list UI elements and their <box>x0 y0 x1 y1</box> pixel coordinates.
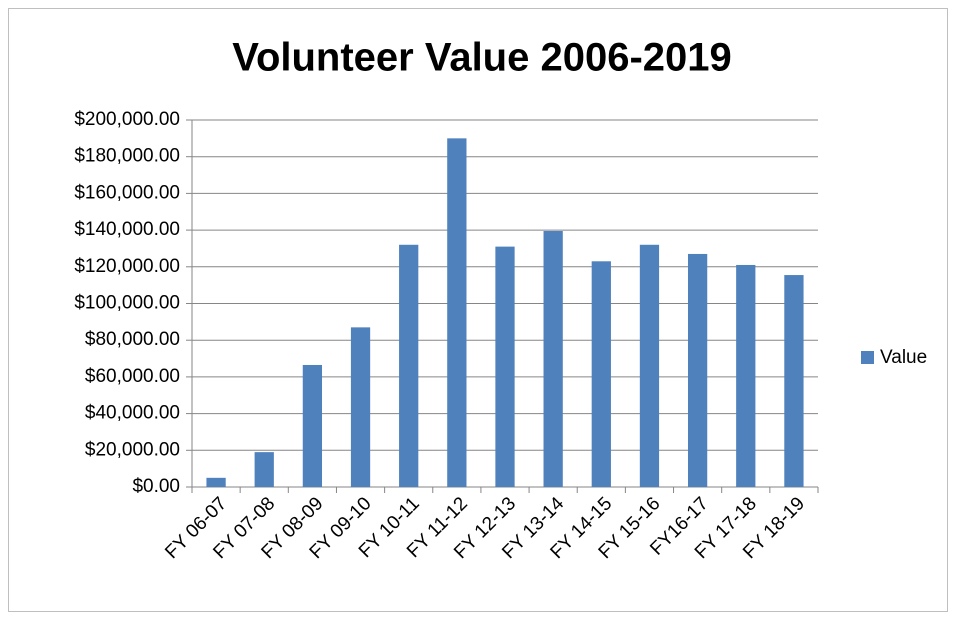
y-tick-label: $0.00 <box>132 476 180 497</box>
bar <box>495 246 515 487</box>
legend-label: Value <box>880 347 927 368</box>
y-tick-label: $100,000.00 <box>74 293 180 314</box>
y-tick-label: $200,000.00 <box>74 109 180 130</box>
bar <box>302 364 323 487</box>
legend-swatch <box>861 351 874 364</box>
bar <box>447 138 467 487</box>
bar <box>206 477 226 487</box>
bar <box>591 261 611 487</box>
bar <box>687 253 708 487</box>
bar <box>639 244 660 487</box>
y-tick-label: $80,000.00 <box>85 329 180 350</box>
bar <box>784 275 804 487</box>
bar <box>399 244 419 487</box>
y-tick-label: $120,000.00 <box>74 256 180 277</box>
y-tick-label: $60,000.00 <box>85 366 180 387</box>
bar <box>350 327 371 487</box>
y-tick-label: $180,000.00 <box>74 146 180 167</box>
y-tick-label: $140,000.00 <box>74 219 180 240</box>
chart-title: Volunteer Value 2006-2019 <box>232 36 732 80</box>
bar <box>254 452 274 487</box>
bar <box>543 231 563 487</box>
y-tick-label: $40,000.00 <box>85 403 180 424</box>
bar <box>736 264 756 487</box>
y-tick-label: $160,000.00 <box>74 182 180 203</box>
y-tick-label: $20,000.00 <box>85 439 180 460</box>
